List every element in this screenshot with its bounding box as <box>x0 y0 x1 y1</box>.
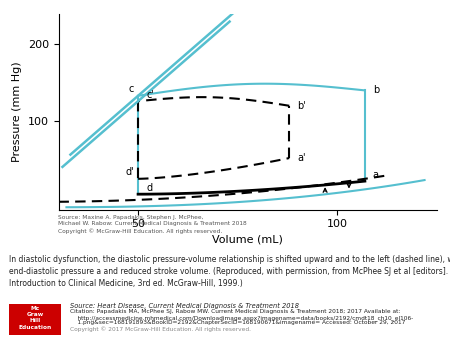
Text: a': a' <box>297 153 306 163</box>
Text: Citation: Papadakis MA, McPhee SJ, Rabow MW. Current Medical Diagnosis & Treatme: Citation: Papadakis MA, McPhee SJ, Rabow… <box>70 309 400 314</box>
Text: b': b' <box>297 101 306 111</box>
Text: b: b <box>373 86 379 95</box>
Y-axis label: Pressure (mm Hg): Pressure (mm Hg) <box>12 61 22 162</box>
Text: Copyright © 2017 McGraw-Hill Education. All rights reserved.: Copyright © 2017 McGraw-Hill Education. … <box>70 327 251 332</box>
Text: http://accessmedicine.mhmedical.com/Downloadimage.aspx?imagename=data/books/2192: http://accessmedicine.mhmedical.com/Down… <box>70 315 413 321</box>
Text: Source: Heart Disease, Current Medical Diagnosis & Treatment 2018: Source: Heart Disease, Current Medical D… <box>70 303 299 309</box>
Text: c: c <box>129 84 134 94</box>
Text: d: d <box>146 183 152 193</box>
Text: d': d' <box>126 167 134 177</box>
Text: 1.png&sec=168191893&BookID=2192&ChapterSecID=168190671&imagename= Accessed: Octo: 1.png&sec=168191893&BookID=2192&ChapterS… <box>70 320 405 325</box>
Text: Mc
Graw
Hill
Education: Mc Graw Hill Education <box>18 306 51 330</box>
Text: a: a <box>373 170 379 179</box>
Text: c': c' <box>146 90 154 100</box>
Text: Source: Maxine A. Papadakis, Stephen J. McPhee,
Michael W. Rabow: Current Medica: Source: Maxine A. Papadakis, Stephen J. … <box>58 215 247 234</box>
Text: In diastolic dysfunction, the diastolic pressure-volume relationship is shifted : In diastolic dysfunction, the diastolic … <box>9 255 450 288</box>
X-axis label: Volume (mL): Volume (mL) <box>212 235 283 245</box>
